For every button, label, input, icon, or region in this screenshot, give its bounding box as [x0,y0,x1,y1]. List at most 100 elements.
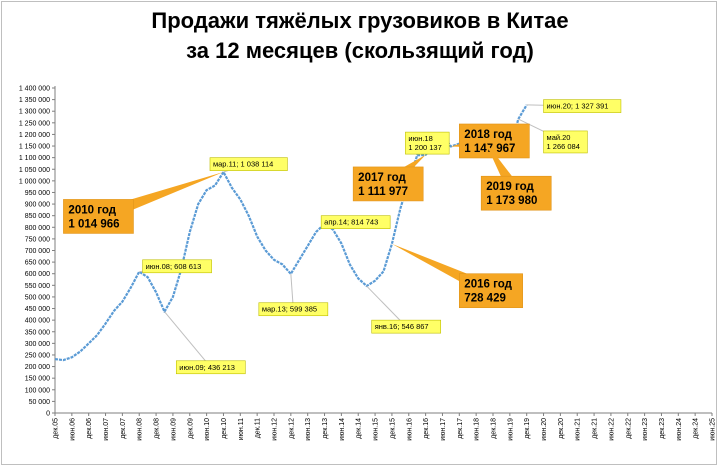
callout-text: 2016 год [464,279,512,291]
x-tick-label: дек.20 [558,418,565,439]
x-tick-label: дек.14 [356,418,363,439]
x-tick-label: июн.20 [541,418,548,441]
x-tick-label: июн.12 [272,418,279,441]
callout-box [480,175,552,211]
callout-box [459,273,523,309]
title-line-2: за 12 месяцев (скользящий год) [186,38,534,63]
point-callout: июн.09; 436 213 [164,311,246,375]
point-callout: мар.13; 599 385 [258,273,329,317]
callout-text: апр.14; 814 743 [324,218,378,227]
y-tick-label: 200 000 [25,364,50,371]
callout-text: 1 111 977 [358,186,408,198]
callout-box [63,199,134,234]
x-tick-label: дек.15 [389,418,396,439]
point-callout: май.201 266 084 [518,118,588,154]
y-tick-label: 1 300 000 [19,109,50,116]
x-tick-label: июн.06 [69,418,76,441]
callout-leader [164,311,212,368]
y-tick-label: 550 000 [25,283,50,290]
callout-box [320,215,391,229]
point-callout: июн.181 200 137 [405,131,450,155]
callout-text: 2017 год [358,172,406,184]
callout-text: 1 266 084 [547,142,580,151]
y-tick-label: 50 000 [29,399,51,406]
y-tick-label: 1 200 000 [19,132,50,139]
x-tick-label: июн.16 [406,418,413,441]
callout-box [175,360,246,375]
x-tick-label: июн.18 [474,418,481,441]
callout-text: 2018 год [464,129,512,141]
x-tick-label: июн.21 [575,418,582,441]
x-tick-label: июн.22 [608,418,615,441]
x-tick-label: дек.21 [592,418,599,439]
chart-title: Продажи тяжёлых грузовиков в Китае за 12… [0,6,720,66]
callout-text: 2010 год [68,204,116,216]
x-tick-label: июн.23 [642,418,649,441]
callout-box [258,302,329,317]
callout-text: июн.08; 608 613 [146,262,202,271]
point-callout: июн.20; 1 327 391 [526,99,622,113]
year-callout: 2019 год 1 173 980 [480,140,552,211]
x-tick-label: дек.19 [524,418,531,439]
y-tick-label: 950 000 [25,190,50,197]
y-tick-label: 1 400 000 [19,86,50,93]
x-tick-label: дек.06 [86,418,93,439]
x-tick-label: дек.10 [221,418,228,439]
year-callout: 2017 год 1 111 977 [352,154,426,202]
y-tick-label: 700 000 [25,248,50,255]
callout-box [352,166,424,202]
x-tick-label: июн.17 [440,418,447,441]
x-tick-label: дек.07 [120,418,127,439]
callout-box [459,123,530,159]
x-tick-label: июн.07 [103,418,110,441]
y-tick-label: 150 000 [25,376,50,383]
y-tick-label: 0 [46,411,50,418]
x-tick-label: дек.11 [255,418,262,438]
y-tick-label: 300 000 [25,341,50,348]
callout-text: июн.09; 436 213 [179,363,235,372]
callout-box [405,131,450,155]
callout-box [371,319,442,334]
x-tick-label: дек.17 [457,418,464,439]
callout-box [543,130,588,154]
point-callout: янв.16; 546 867 [366,285,442,334]
y-tick-label: 650 000 [25,260,50,267]
x-tick-label: дек.18 [491,418,498,439]
x-tick-label: дек.12 [288,418,295,439]
x-tick-label: июн.10 [204,418,211,441]
y-tick-label: 450 000 [25,306,50,313]
callout-box [209,157,288,171]
x-tick-label: июн.24 [676,418,683,441]
callout-text: мар.13; 599 385 [262,305,317,314]
y-tick-label: 1 000 000 [19,178,50,185]
callout-text: 1 200 137 [408,143,441,152]
x-tick-label: июн.11 [238,418,245,440]
callout-text: июн.20; 1 327 391 [547,102,609,111]
y-tick-label: 100 000 [25,387,50,394]
callout-text: июн.18 [408,134,432,143]
x-tick-label: июн.15 [373,418,380,441]
callout-text: 1 014 966 [68,218,119,230]
callout-text: мар.11; 1 038 114 [213,160,273,169]
x-tick-label: июн.09 [170,418,177,441]
callout-box [543,99,622,113]
y-tick-label: 1 350 000 [19,97,50,104]
callout-text: 728 429 [464,293,506,305]
point-callout: апр.14; 814 743 [320,215,391,229]
x-tick-label: июн.14 [339,418,346,441]
callout-text: янв.16; 546 867 [375,322,429,331]
point-callout: июн.08; 608 613 [139,259,212,274]
x-tick-label: дек.16 [423,418,430,439]
y-tick-label: 250 000 [25,352,50,359]
x-tick-label: июн.08 [137,418,144,441]
x-tick-label: дек.13 [322,418,329,439]
y-tick-label: 800 000 [25,225,50,232]
x-tick-label: июн.13 [305,418,312,441]
y-tick-label: 1 250 000 [19,120,50,127]
year-callout: 2010 год 1 014 966 [63,172,224,234]
title-line-1: Продажи тяжёлых грузовиков в Китае [151,8,569,33]
y-tick-label: 900 000 [25,202,50,209]
x-tick-label: дек.23 [659,418,666,439]
